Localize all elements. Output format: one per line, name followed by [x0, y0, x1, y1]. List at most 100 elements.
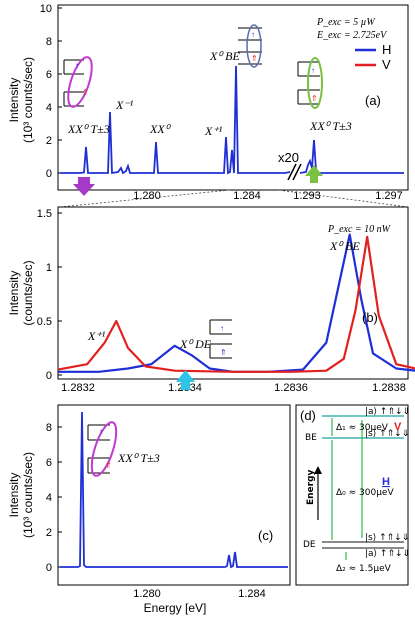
tick-label: 10 [40, 3, 52, 15]
inset-bright-exciton: ↑ ⇑ [238, 24, 262, 68]
series-v-line [57, 235, 415, 373]
y-axis-unit: (10³ counts/sec) [21, 57, 35, 143]
tick-label: 4 [46, 492, 52, 504]
inset-dark-exciton: ↑ ⇑ [209, 319, 232, 359]
axis-break: x20 [278, 150, 302, 181]
tick-label: 0 [46, 168, 52, 180]
svg-text:↑: ↑ [75, 61, 79, 70]
peak-label: X⁰ BE [209, 49, 240, 63]
peak-label: XX⁰ T±3 [67, 122, 110, 136]
inset-biexciton-left: ↑ ⇑ [63, 56, 93, 108]
tick-label: 0 [46, 562, 52, 574]
inset-biexciton-right: ↑ ⇑ [297, 57, 323, 109]
series-h-line [58, 233, 415, 373]
y-axis-label: Intensity [7, 271, 21, 316]
y-axis-unit: (counts/sec) [21, 260, 35, 325]
tick-label: 1.5 [37, 208, 52, 220]
break-scale-label: x20 [278, 150, 299, 165]
peak-label: XX⁰ [149, 122, 172, 136]
panel-b: 0 0.5 1 1.5 1.2832 1.2834 1.2836 1.2838 … [7, 206, 415, 394]
tick-label: 1.280 [133, 190, 161, 202]
svg-text:⇑: ⇑ [82, 88, 89, 97]
state-label: |a⟩ ↑⇑↓⇓ [365, 549, 410, 559]
level-label-be: BE [305, 433, 317, 443]
tick-label: 1.2836 [274, 382, 308, 394]
peak-label: XX⁰ T±3 [117, 451, 160, 465]
tick-label: 6 [46, 69, 52, 81]
excitation-arrow-cyan [176, 370, 195, 390]
tick-label: 1.2838 [372, 382, 406, 394]
tick-label: 1.293 [293, 190, 321, 202]
state-label: |a⟩ ↑⇑↓⇓ [365, 407, 410, 417]
svg-text:↑: ↑ [251, 30, 255, 39]
tick-label: 2 [46, 135, 52, 147]
panel-b-yticks: 0 0.5 1 1.5 [37, 208, 62, 382]
svg-text:⇑: ⇑ [220, 348, 227, 357]
tick-label: 1 [46, 262, 52, 274]
y-axis-label: Intensity [7, 473, 21, 518]
peak-label: X⁰ DE [179, 337, 212, 351]
panel-b-xticks: 1.2832 1.2834 1.2836 1.2838 [61, 382, 406, 394]
svg-text:⇑: ⇑ [311, 94, 318, 103]
excitation-power: P_exc = 5 µW [316, 17, 376, 28]
excitation-energy: E_exc = 2.725eV [316, 30, 388, 41]
polarization-h: H [382, 476, 390, 488]
y-axis-label: Intensity [7, 78, 21, 123]
peak-label: X⁺¹ [204, 124, 223, 138]
panel-c-frame [57, 404, 291, 586]
tick-label: 8 [46, 422, 52, 434]
tick-label: 1.280 [133, 588, 161, 600]
svg-text:⇑: ⇑ [251, 54, 258, 63]
peak-label: X⁺¹ [87, 329, 106, 343]
panel-b-label: (b) [362, 310, 378, 325]
splitting-label: Δ₀ ≈ 300µeV [336, 488, 394, 498]
tick-label: 2 [46, 527, 52, 539]
excitation-arrow-purple [73, 177, 95, 196]
legend-h-label: H [382, 42, 391, 57]
series-h-spectrum [60, 65, 291, 175]
svg-text:↑: ↑ [220, 324, 224, 333]
panel-b-frame [57, 206, 409, 380]
x-axis-label: Energy [eV] [144, 601, 207, 615]
splitting-label: Δ₂ ≈ 1.5µeV [336, 564, 392, 574]
panel-c-xticks: 1.280 1.284 [133, 588, 266, 600]
excitation-arrow-green [305, 165, 323, 183]
svg-text:↑: ↑ [311, 66, 315, 75]
svg-text:↑: ↑ [99, 427, 103, 436]
tick-label: 1.2832 [61, 382, 95, 394]
panel-d-frame [295, 404, 409, 586]
panel-c-label: (c) [258, 528, 273, 543]
legend: H V [355, 42, 391, 72]
inset-biexciton: ↑ ⇑ [87, 421, 118, 477]
legend-v-label: V [382, 57, 391, 72]
peak-label: X⁻¹ [115, 98, 134, 112]
panel-b-series [57, 233, 415, 373]
panel-a: 0 2 4 6 8 10 1.280 1.284 1.293 1.297 Int… [7, 3, 409, 202]
panel-a-xticks: 1.280 1.284 1.293 1.297 [133, 190, 403, 202]
state-label: |s⟩ ↑⇑↓⇓ [365, 429, 409, 439]
tick-label: 0.5 [37, 316, 52, 328]
tick-label: 8 [46, 36, 52, 48]
panel-d: (d) BE DE |a⟩ ↑⇑↓⇓ |s⟩ ↑⇑↓⇓ |s⟩ ↑⇑↓⇓ |a⟩… [295, 404, 410, 586]
tick-label: 1.297 [375, 190, 403, 202]
panel-c-yticks: 0 2 4 6 8 [46, 422, 62, 574]
panel-a-yticks: 0 2 4 6 8 10 [40, 3, 62, 180]
series-h-spectrum [60, 411, 288, 569]
svg-text:⇑: ⇑ [105, 461, 112, 470]
tick-label: 1.284 [238, 588, 266, 600]
peak-label: XX⁰ T±3 [309, 119, 352, 133]
state-label: |s⟩ ↑⇑↓⇓ [365, 533, 409, 543]
energy-axis-arrowhead [314, 466, 322, 474]
tick-label: 0 [46, 370, 52, 382]
peak-label: X⁰ BE [329, 239, 360, 253]
tick-label: 1.284 [233, 190, 261, 202]
panel-d-label: (d) [300, 408, 316, 423]
energy-axis-label: Energy [306, 469, 316, 505]
y-axis-unit: (10³ counts/sec) [21, 452, 35, 538]
zoom-guide-right [277, 189, 409, 208]
excitation-power: P_exc = 10 nW [327, 224, 392, 235]
panel-a-label: (a) [365, 93, 381, 108]
panel-c: 0 2 4 6 8 1.280 1.284 Intensity (10³ cou… [7, 404, 291, 615]
splitting-label: Δ₁ ≈ 30µeV [336, 423, 389, 433]
